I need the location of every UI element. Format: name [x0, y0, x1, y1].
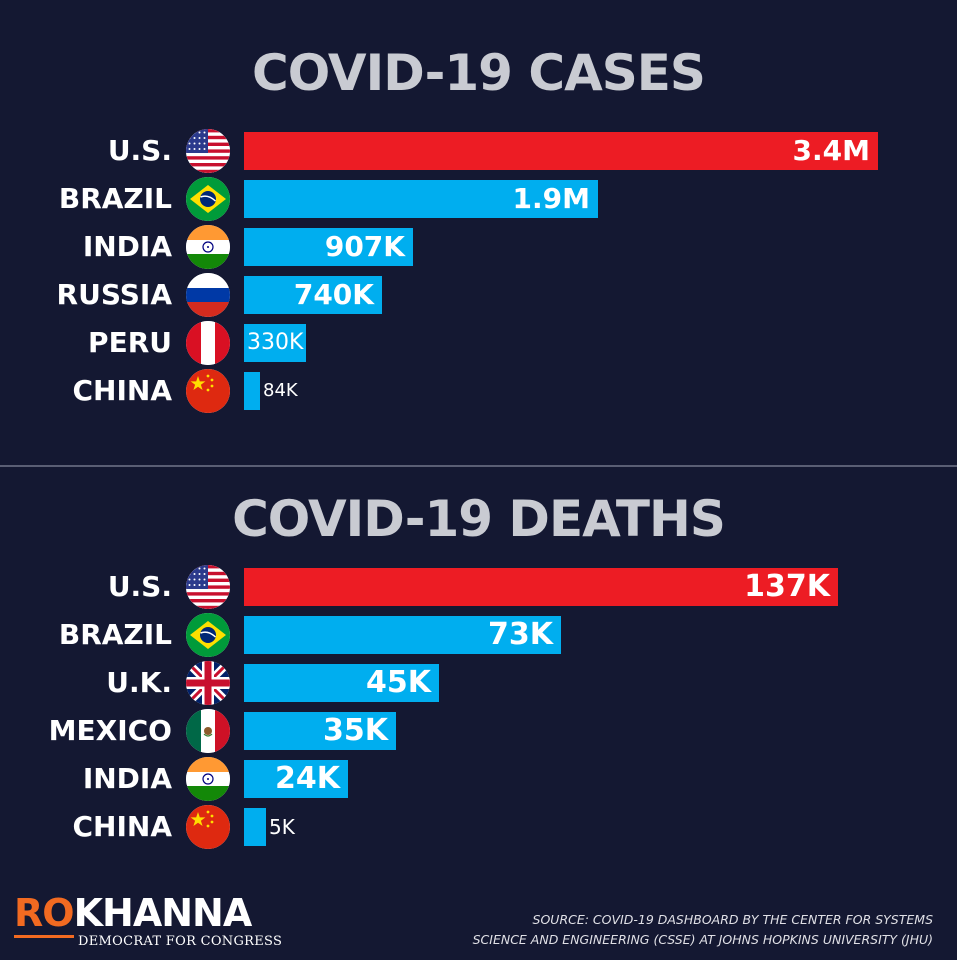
deaths-chart-title: COVID-19 DEATHS [232, 490, 726, 548]
bar [244, 228, 413, 266]
value-label: 73K [488, 617, 553, 652]
country-label: CHINA [72, 810, 172, 843]
country-label: MEXICO [48, 714, 172, 747]
country-label: INDIA [82, 762, 172, 795]
country-label: BRAZIL [58, 182, 172, 215]
bar [244, 132, 878, 170]
ro-khanna-logo: ROKHANNA DEMOCRAT FOR CONGRESS [14, 891, 283, 949]
value-label: 3.4M [792, 134, 870, 167]
logo-wordmark: ROKHANNA [14, 891, 282, 938]
country-label: CHINA [72, 374, 172, 407]
section-divider [0, 465, 957, 467]
india-flag-icon [186, 225, 230, 269]
russia-flag-icon [186, 273, 230, 317]
bar [244, 664, 439, 702]
logo-tagline: DEMOCRAT FOR CONGRESS [78, 934, 283, 949]
brazil-flag-icon [186, 177, 230, 221]
value-label: 330K [247, 330, 304, 355]
bar [244, 712, 396, 750]
logo-ro: RO [14, 891, 75, 938]
bar [244, 276, 382, 314]
country-label: U.K. [106, 666, 172, 699]
brazil-flag-icon [186, 613, 230, 657]
source-line-2: SCIENCE AND ENGINEERING (CSSE) AT JOHNS … [472, 932, 933, 947]
value-label: 740K [293, 278, 374, 311]
value-label: 35K [323, 713, 388, 748]
country-label: U.S. [107, 570, 172, 603]
country-label: INDIA [82, 230, 172, 263]
country-label: BRAZIL [58, 618, 172, 651]
india-flag-icon [186, 757, 230, 801]
source-line-1: SOURCE: COVID-19 DASHBOARD BY THE CENTER… [532, 912, 933, 927]
value-label: 84K [263, 380, 298, 401]
uk-flag-icon [186, 661, 230, 705]
peru-flag-icon [186, 321, 230, 365]
value-label: 137K [744, 569, 830, 604]
bar [244, 180, 598, 218]
mexico-flag-icon [186, 709, 230, 753]
bar [244, 760, 348, 798]
value-label: 5K [269, 815, 295, 839]
cases-chart-title: COVID-19 CASES [252, 44, 706, 102]
value-label: 1.9M [512, 182, 590, 215]
bar [244, 324, 306, 362]
value-label: 907K [324, 230, 405, 263]
bar [244, 616, 561, 654]
bar [244, 808, 266, 846]
cases-chart: U.S. 3.4M BRAZIL 1.9M INDIA 907K RUSSIA 740K PER… [0, 129, 957, 422]
source-note: SOURCE: COVID-19 DASHBOARD BY THE CENTER… [473, 910, 933, 950]
value-label: 24K [275, 761, 340, 796]
value-label: 45K [366, 665, 431, 700]
bar [244, 372, 260, 410]
country-label: PERU [88, 326, 172, 359]
deaths-chart: U.S. 137K BRAZIL 73K U.K. 45K MEXICO 35K INDIA 24… [0, 565, 957, 858]
us-flag-icon [186, 129, 230, 173]
country-label: RUSSIA [56, 278, 172, 311]
logo-khanna: KHANNA [73, 891, 253, 935]
china-flag-icon [186, 805, 230, 849]
country-label: U.S. [107, 134, 172, 167]
us-flag-icon [186, 565, 230, 609]
china-flag-icon [186, 369, 230, 413]
bar [244, 568, 838, 606]
